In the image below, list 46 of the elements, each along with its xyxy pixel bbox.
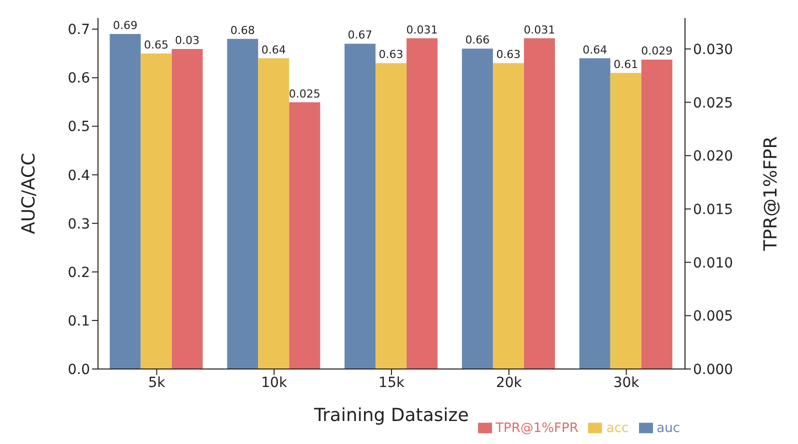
x-tick-label: 15k <box>378 374 406 391</box>
bar <box>462 48 493 369</box>
legend-label: acc <box>606 421 629 436</box>
bar <box>579 58 610 369</box>
bar <box>344 44 376 369</box>
data-label: 0.031 <box>524 23 556 36</box>
bar <box>227 38 258 369</box>
data-label: 0.67 <box>348 28 372 42</box>
y2-tick-label: 0.025 <box>693 95 734 112</box>
data-label: 0.63 <box>496 48 521 62</box>
y2-tick-label: 0.005 <box>693 308 734 325</box>
data-label: 0.64 <box>261 43 286 56</box>
y-tick-label: 0.1 <box>68 313 90 330</box>
y-tick-label: 0.3 <box>68 216 90 232</box>
y-axis-title: AUC/ACC <box>18 152 40 234</box>
x-axis-title: Training Datasize <box>313 405 469 426</box>
y-tick-label: 0.2 <box>68 264 90 281</box>
bar <box>110 34 141 369</box>
data-label: 0.64 <box>582 43 608 56</box>
data-label: 0.69 <box>112 19 138 32</box>
y-tick-label: 0.4 <box>68 168 90 184</box>
y2-tick-label: 0.015 <box>693 202 734 218</box>
y2-tick-label: 0.000 <box>693 362 734 378</box>
y2-tick-label: 0.010 <box>693 255 734 272</box>
y-tick-label: 0.6 <box>68 70 90 87</box>
y2-tick-label: 0.030 <box>693 42 734 58</box>
data-label: 0.61 <box>614 58 638 71</box>
data-label: 0.66 <box>465 34 490 47</box>
data-label: 0.65 <box>144 38 168 52</box>
x-tick-label: 10k <box>261 374 288 391</box>
x-tick-label: 20k <box>496 374 523 391</box>
legend-label: TPR@1%FPR <box>496 421 578 436</box>
legend-label: auc <box>656 421 680 436</box>
data-label: 0.03 <box>174 34 200 47</box>
y-tick-label: 0.0 <box>68 362 90 378</box>
y2-axis-title: TPR@1%FPR <box>760 136 782 252</box>
data-label: 0.63 <box>378 48 404 62</box>
x-tick-label: 30k <box>613 374 640 391</box>
data-label: 0.025 <box>288 87 320 100</box>
y-tick-label: 0.7 <box>68 22 90 38</box>
data-label: 0.029 <box>641 44 673 58</box>
y-tick-label: 0.5 <box>68 119 90 136</box>
data-label: 0.68 <box>230 24 255 37</box>
data-label: 0.031 <box>406 23 438 36</box>
y2-tick-label: 0.020 <box>693 148 734 165</box>
x-tick-label: 5k <box>148 374 166 391</box>
